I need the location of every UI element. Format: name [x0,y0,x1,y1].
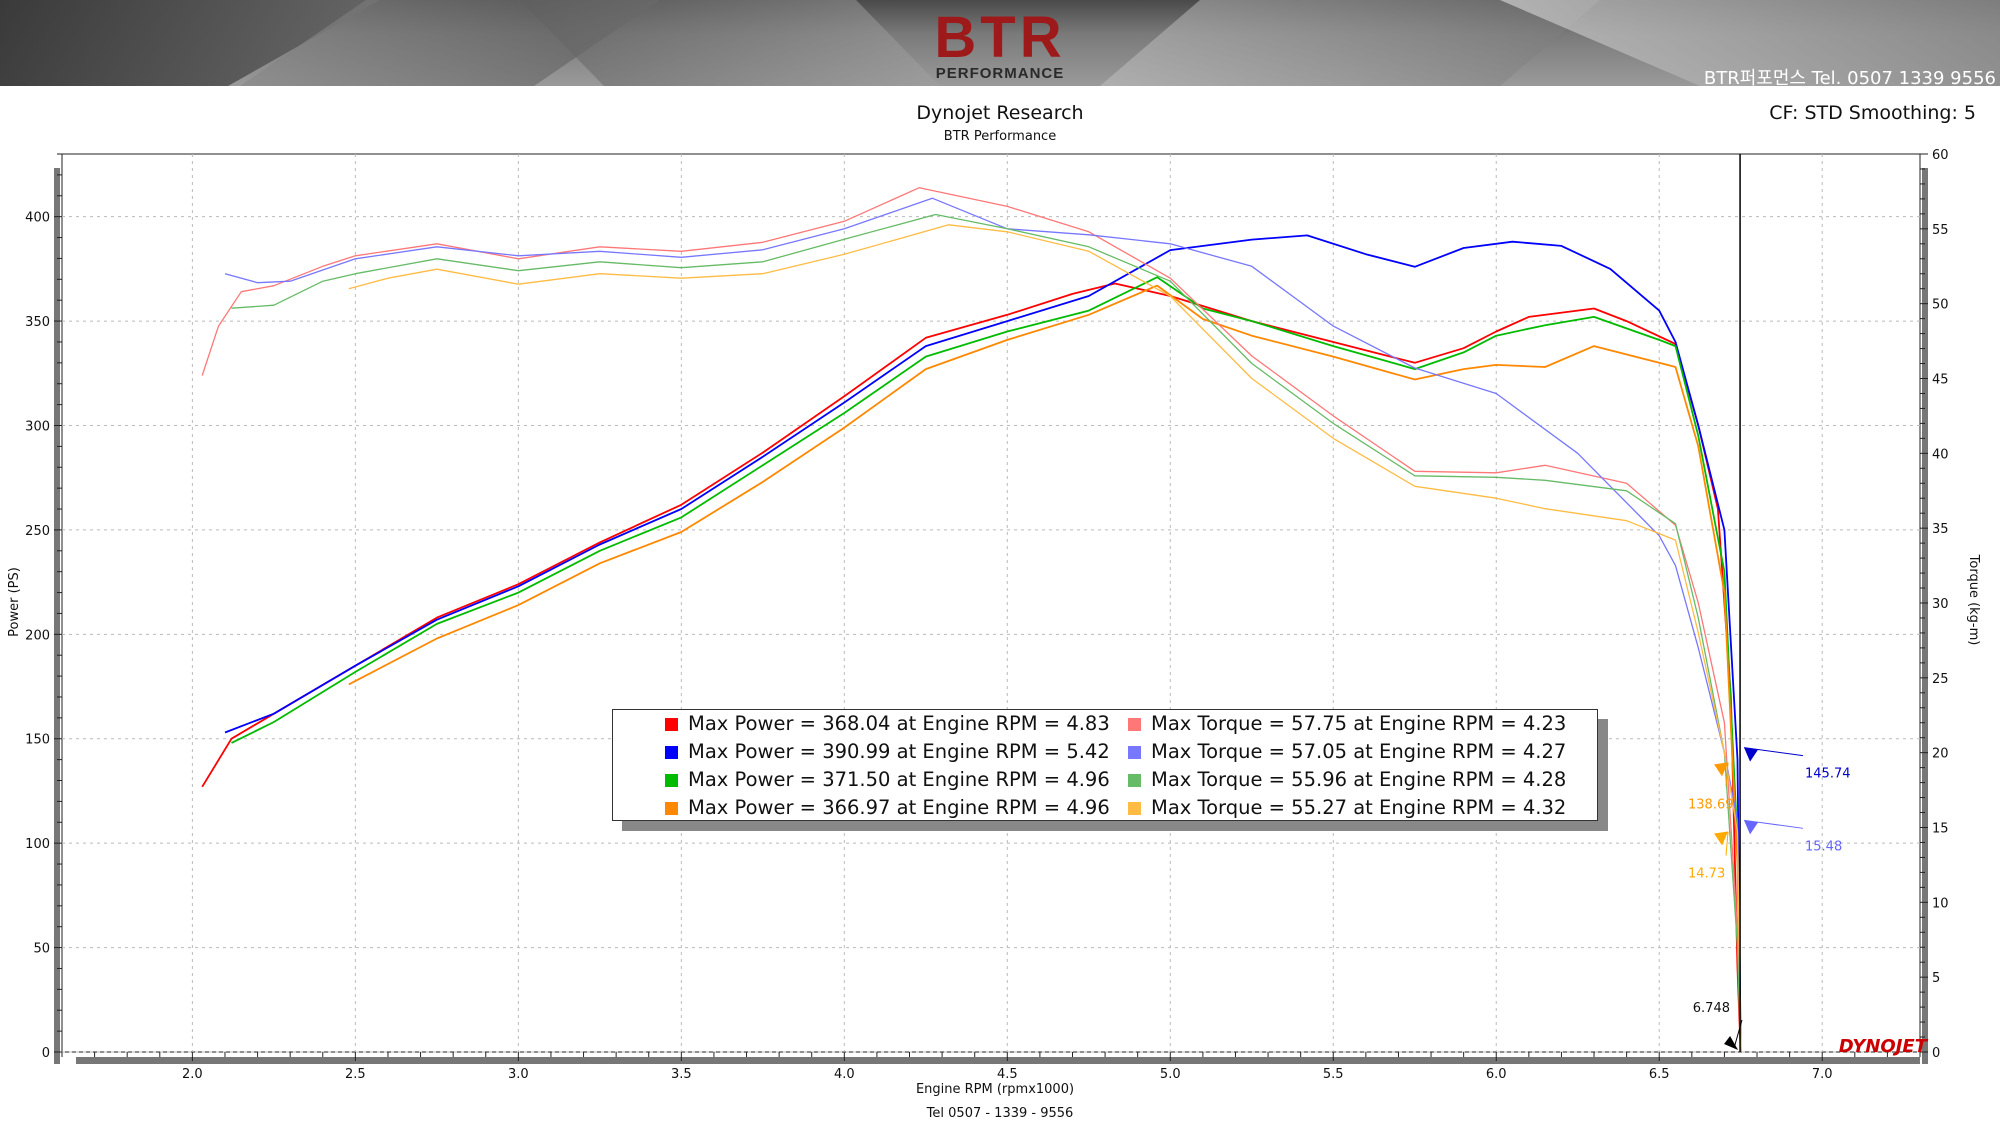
legend-text: Max Torque = 57.75 at Engine RPM = 4.23 [1151,712,1567,735]
x-axis-bar [76,1057,1920,1064]
annotation-pointer [1744,747,1804,757]
legend-torque-entry-1: Max Torque = 57.75 at Engine RPM = 4.23 [1128,710,1566,738]
annotation-pointer [1744,819,1804,829]
legend-power-entry-4: Max Power = 366.97 at Engine RPM = 4.96 [665,794,1110,822]
banner-contact-text: BTR퍼포먼스 Tel. 0507 1339 9556 [1703,68,1996,86]
torque-curve-2 [224,197,1742,1053]
y2-tick-label: 60 [1932,148,1949,163]
y2-tick-label: 35 [1932,522,1949,537]
legend-power-entry-3: Max Power = 371.50 at Engine RPM = 4.96 [665,766,1110,794]
x-tick-label: 2.0 [182,1067,203,1082]
y-tick-label: 350 [25,315,50,330]
x-tick-label: 4.0 [834,1067,855,1082]
x-tick-label: 3.0 [508,1067,529,1082]
legend-torque-entry-4: Max Torque = 55.27 at Engine RPM = 4.32 [1128,794,1566,822]
x-tick-label: 5.0 [1160,1067,1181,1082]
power-curve-4 [348,284,1742,1053]
torque-curve-3 [231,213,1742,1053]
legend-power-column: Max Power = 368.04 at Engine RPM = 4.83 M… [665,710,1110,822]
y2-tick-label: 15 [1932,822,1949,837]
x-tick-label: 3.5 [671,1067,692,1082]
annotation-arrow [1744,820,1759,835]
legend-text: Max Power = 371.50 at Engine RPM = 4.96 [688,768,1110,791]
annotation-arrow [1714,762,1729,777]
legend-swatch [665,718,678,731]
cursor-pointer-line [1733,1019,1743,1049]
y2-axis-label: Torque (kg-m) [1966,554,1981,646]
y2-axis-bar [1922,168,1928,1064]
y-axis-label: Power (PS) [7,567,22,637]
plot-area [61,153,1921,1053]
y2-tick-label: 0 [1932,1046,1940,1061]
legend-torque-entry-2: Max Torque = 57.05 at Engine RPM = 4.27 [1128,738,1566,766]
annotation-value: 145.74 [1805,767,1851,782]
annotation-value: 138.69 [1688,797,1734,812]
legend-swatch [665,802,678,815]
legend-text: Max Torque = 55.27 at Engine RPM = 4.32 [1151,796,1567,819]
y-tick-label: 150 [25,733,50,748]
y2-tick-label: 40 [1932,447,1949,462]
y-tick-label: 300 [25,419,50,434]
y2-tick-label: 45 [1932,373,1949,388]
power-curve-2 [224,234,1742,1053]
annotation-pointer [1725,762,1729,787]
btr-performance-logo: BTR PERFORMANCE [934,5,1066,82]
y2-tick-label: 5 [1932,971,1940,986]
y-tick-label: 100 [25,837,50,852]
y-tick-label: 50 [33,942,50,957]
y2-tick-label: 10 [1932,896,1949,911]
y2-tick-label: 25 [1932,672,1949,687]
chart-title: Dynojet Research [916,102,1084,124]
legend-swatch [1128,774,1141,787]
correction-info: CF: STD Smoothing: 5 [1769,102,1976,124]
x-tick-label: 4.5 [997,1067,1018,1082]
legend-torque-entry-3: Max Torque = 55.96 at Engine RPM = 4.28 [1128,766,1566,794]
footer-contact-text: Tel 0507 - 1339 - 9556 [926,1106,1074,1121]
y-tick-label: 400 [25,211,50,226]
y2-tick-label: 55 [1932,223,1949,238]
legend-swatch [1128,718,1141,731]
y2-tick-label: 50 [1932,298,1949,313]
x-tick-label: 7.0 [1812,1067,1833,1082]
y-axis-bar [54,168,60,1064]
annotation-value: 15.48 [1805,839,1842,854]
annotation-value: 14.73 [1688,867,1725,882]
legend-text: Max Torque = 55.96 at Engine RPM = 4.28 [1151,768,1567,791]
x-tick-label: 5.5 [1323,1067,1344,1082]
y-tick-label: 250 [25,524,50,539]
header-banner: BTR PERFORMANCE BTR퍼포먼스 Tel. 0507 1339 9… [0,0,2000,86]
torque-curve-1 [201,187,1742,1053]
dynojet-watermark: DYNOJET [1839,1036,1929,1057]
y-tick-label: 0 [42,1046,50,1061]
chart-subtitle: BTR Performance [943,129,1057,144]
cursor-rpm-label: 6.748 [1693,1001,1730,1016]
chart-legend: Max Power = 368.04 at Engine RPM = 4.83 M… [612,709,1598,821]
y2-tick-label: 20 [1932,747,1949,762]
legend-text: Max Power = 366.97 at Engine RPM = 4.96 [688,796,1110,819]
legend-swatch [1128,802,1141,815]
legend-swatch [1128,746,1141,759]
cursor-arrow [1724,1036,1739,1050]
annotation-pointer [1725,831,1729,856]
x-axis-label: Engine RPM (rpmx1000) [916,1082,1074,1097]
annotation-arrow [1714,831,1729,846]
legend-swatch [665,746,678,759]
x-tick-label: 6.5 [1649,1067,1670,1082]
legend-power-entry-1: Max Power = 368.04 at Engine RPM = 4.83 [665,710,1110,738]
x-tick-label: 2.5 [345,1067,366,1082]
y2-tick-label: 30 [1932,597,1949,612]
torque-curve-4 [348,224,1742,1053]
legend-text: Max Power = 390.99 at Engine RPM = 5.42 [688,740,1110,763]
legend-text: Max Power = 368.04 at Engine RPM = 4.83 [688,712,1110,735]
legend-text: Max Torque = 57.05 at Engine RPM = 4.27 [1151,740,1567,763]
legend-torque-column: Max Torque = 57.75 at Engine RPM = 4.23 M… [1128,710,1566,822]
x-tick-label: 6.0 [1486,1067,1507,1082]
annotation-arrow [1744,747,1759,762]
y-tick-label: 200 [25,628,50,643]
legend-swatch [665,774,678,787]
legend-power-entry-2: Max Power = 390.99 at Engine RPM = 5.42 [665,738,1110,766]
